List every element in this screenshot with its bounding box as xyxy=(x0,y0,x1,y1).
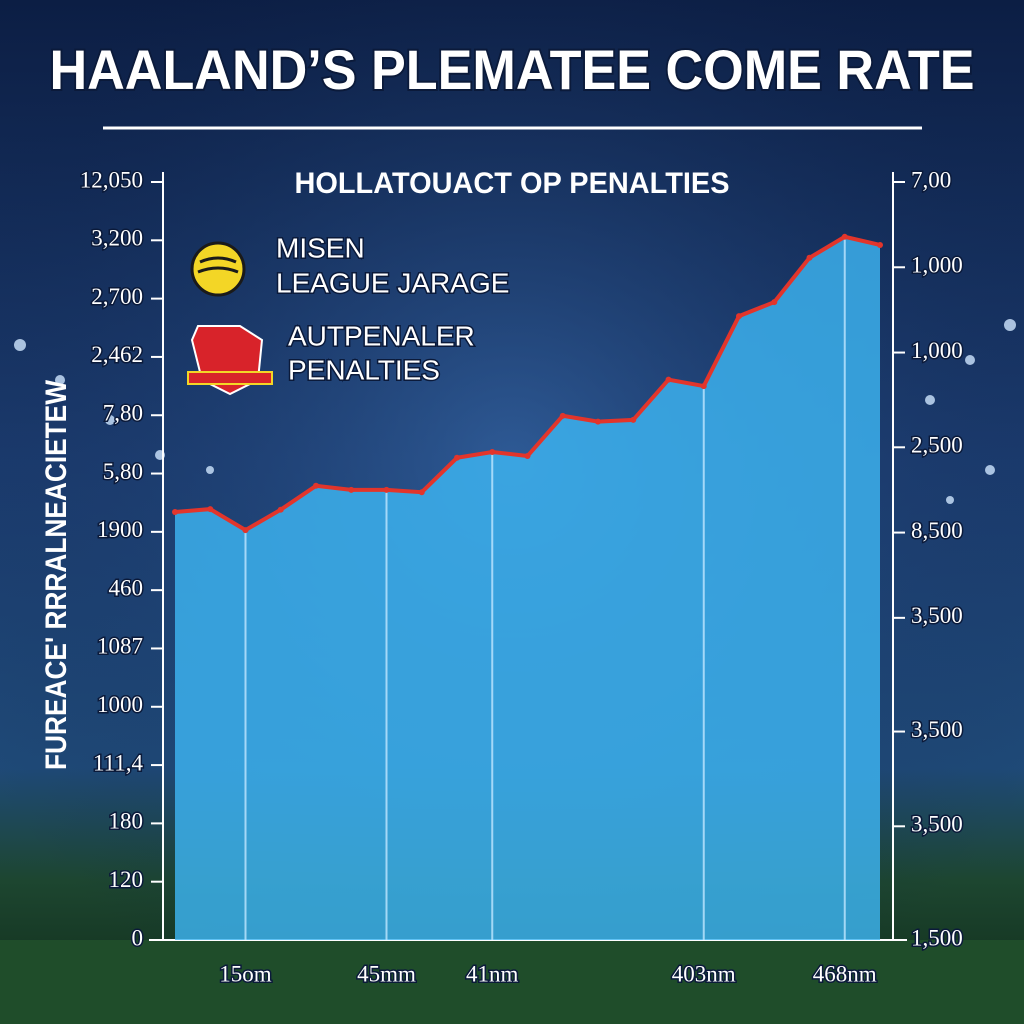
point xyxy=(277,506,284,513)
point xyxy=(665,376,672,383)
point xyxy=(242,527,249,534)
y2-tick-label: 2,500 xyxy=(911,433,963,458)
y-tick-label: 120 xyxy=(109,867,144,892)
y-tick-label: 1000 xyxy=(97,692,143,717)
y2-tick-label: 1,000 xyxy=(911,338,963,363)
x-tick-label: 45mm xyxy=(357,961,416,986)
point xyxy=(630,416,637,423)
y-tick-label: 111,4 xyxy=(93,750,144,775)
point xyxy=(595,418,601,425)
point xyxy=(736,313,742,320)
legend-label: AUTPENALER xyxy=(288,320,475,351)
point xyxy=(383,486,390,493)
x-tick-label: 468nm xyxy=(813,961,877,986)
point xyxy=(348,486,355,493)
y-tick-label: 12,050 xyxy=(80,167,143,192)
point xyxy=(172,509,178,516)
point xyxy=(877,241,883,248)
point xyxy=(313,482,319,489)
x-tick-label: 403nm xyxy=(672,961,736,986)
chart-subtitle: HOLLATOUACT OP PENALTIES xyxy=(295,167,730,200)
y-tick-label: 0 xyxy=(132,925,144,950)
legend-icon-banner xyxy=(187,371,273,385)
legend-label: LEAGUE JARAGE xyxy=(276,267,509,298)
point xyxy=(524,453,531,460)
point xyxy=(454,454,460,461)
y-tick-label: 2,462 xyxy=(91,342,143,367)
y2-tick-label: 1,500 xyxy=(911,925,963,950)
pitch xyxy=(0,940,1024,1024)
y-tick-label: 180 xyxy=(109,809,144,834)
y-tick-label: 3,200 xyxy=(91,226,143,251)
y-tick-label: 460 xyxy=(109,575,144,600)
y-tick-label: 5,80 xyxy=(103,459,143,484)
point xyxy=(559,412,566,419)
chart-title: HAALAND’S PLEMATEE COME RATE xyxy=(50,38,975,101)
y2-tick-label: 8,500 xyxy=(911,518,963,543)
y-tick-label: 1900 xyxy=(97,517,143,542)
y2-tick-label: 1,000 xyxy=(911,253,963,278)
point xyxy=(841,233,848,240)
y-axis-label: FUREACE' RRRALNEACIETEW xyxy=(40,379,73,770)
y2-tick-label: 3,500 xyxy=(911,603,963,628)
point xyxy=(700,383,707,390)
legend-label: PENALTIES xyxy=(288,354,440,385)
point xyxy=(771,299,778,306)
x-tick-label: 15om xyxy=(219,961,272,986)
y2-tick-label: 3,500 xyxy=(911,717,963,742)
x-tick-label: 41nm xyxy=(466,961,519,986)
point xyxy=(489,448,496,455)
legend-label: MISEN xyxy=(276,232,365,263)
y-tick-label: 7,80 xyxy=(103,401,143,426)
y2-tick-label: 7,00 xyxy=(911,167,951,192)
point xyxy=(806,254,813,261)
point xyxy=(207,506,214,513)
plot-area: 0 120 180 111,4 1000 1087 460 1900 5,80 7,80 2,462… xyxy=(78,166,964,988)
y2-tick-label: 3,500 xyxy=(911,812,963,837)
y-tick-label: 1087 xyxy=(97,634,143,659)
legend: MISEN LEAGUE JARAGE AUTPENALER PENALTIES xyxy=(187,231,511,396)
y-tick-label: 2,700 xyxy=(91,284,143,309)
legend-icon-stripes xyxy=(197,256,239,274)
point xyxy=(418,489,425,496)
